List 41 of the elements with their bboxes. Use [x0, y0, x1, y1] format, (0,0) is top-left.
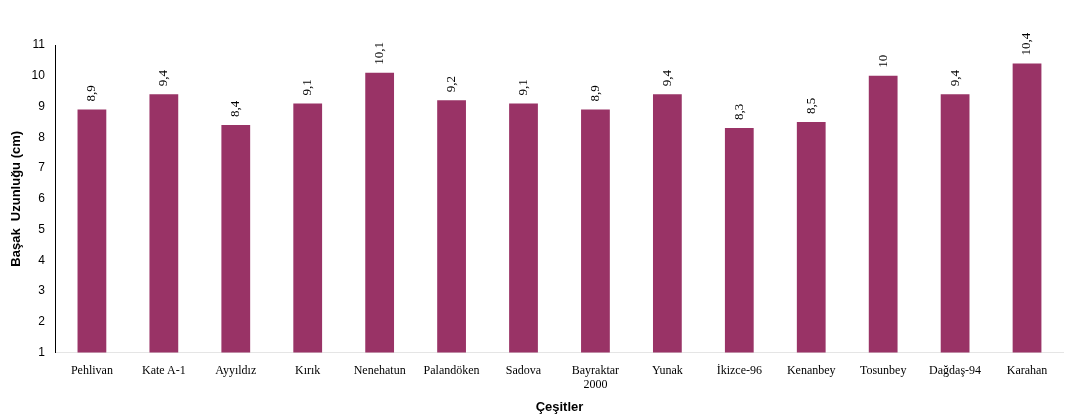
y-tick-label: 2 [38, 314, 46, 329]
y-tick-label: 10 [31, 68, 46, 83]
x-tick-label: Kırık [295, 362, 321, 377]
data-label: 9,1 [299, 79, 315, 96]
x-tick-label: Sadova [505, 362, 542, 377]
x-tick-label: Tosunbey [859, 362, 907, 377]
y-tick-label: 8 [38, 129, 46, 144]
x-tick-label: Bayraktar 2000 [571, 362, 620, 392]
data-label: 9,4 [946, 69, 962, 87]
x-tick-label: Dağdaş-94 [929, 362, 982, 377]
data-label: 9,4 [155, 69, 171, 87]
x-tick-label: Nenehatun [353, 362, 406, 377]
y-tick-label: 6 [38, 191, 46, 206]
data-label: 9,2 [443, 76, 458, 93]
y-axis-title: Başak Uzunluğu (cm) [8, 130, 24, 267]
data-label: 9,4 [658, 69, 674, 87]
y-tick-label: 7 [38, 160, 46, 175]
data-label: 8,9 [83, 85, 99, 102]
x-tick-label: İkizce-96 [716, 362, 762, 377]
y-tick-label: 11 [32, 37, 46, 52]
data-label: 8,9 [586, 85, 602, 102]
x-tick-label: Palandöken [423, 362, 480, 377]
y-tick-label: 3 [38, 283, 46, 298]
data-label: 8,4 [227, 100, 243, 117]
x-tick-label: Kenanbey [786, 362, 836, 377]
x-tick-label: Ayyıldız [215, 362, 257, 377]
x-axis-title: Çeşitler [535, 398, 584, 414]
x-tick-label: Kate A-1 [142, 362, 186, 377]
data-label: 10,4 [1018, 32, 1034, 56]
y-tick-label: 1 [38, 344, 46, 359]
data-label: 10,1 [371, 41, 387, 65]
y-tick-label: 4 [38, 252, 46, 267]
data-label: 9,1 [514, 79, 530, 96]
x-tick-label: Yunak [652, 362, 683, 377]
y-tick-label: 9 [38, 98, 46, 113]
data-label: 8,5 [802, 97, 818, 114]
data-label: 8,3 [730, 103, 746, 121]
x-tick-label: Karahan [1006, 362, 1048, 377]
x-tick-label: Pehlivan [70, 362, 113, 377]
data-label: 10 [874, 54, 890, 68]
y-tick-label: 5 [38, 221, 46, 236]
